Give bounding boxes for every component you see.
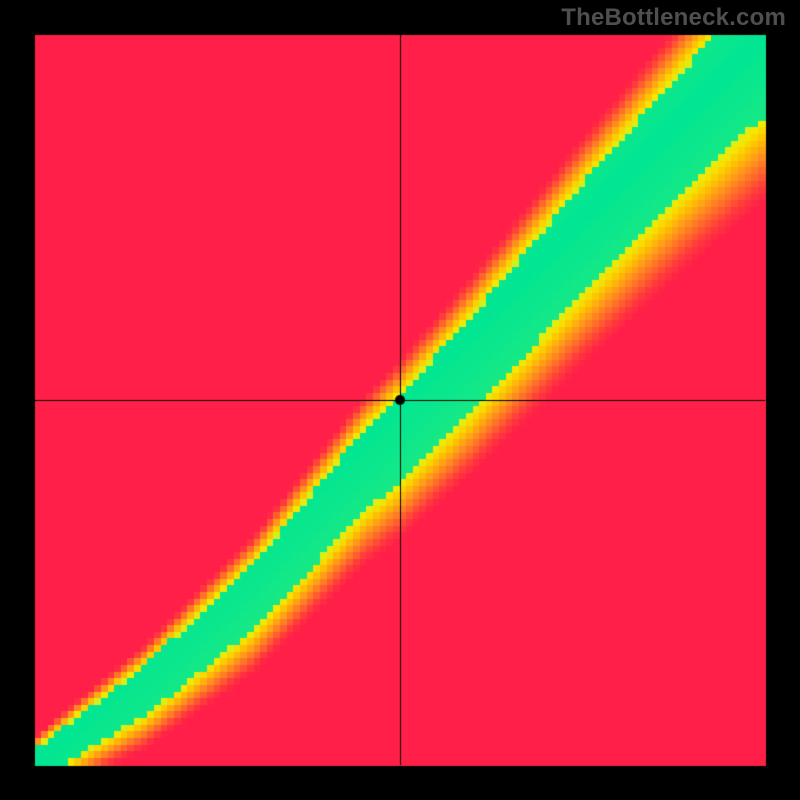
bottleneck-heatmap: [0, 0, 800, 800]
watermark-text: TheBottleneck.com: [561, 4, 786, 32]
